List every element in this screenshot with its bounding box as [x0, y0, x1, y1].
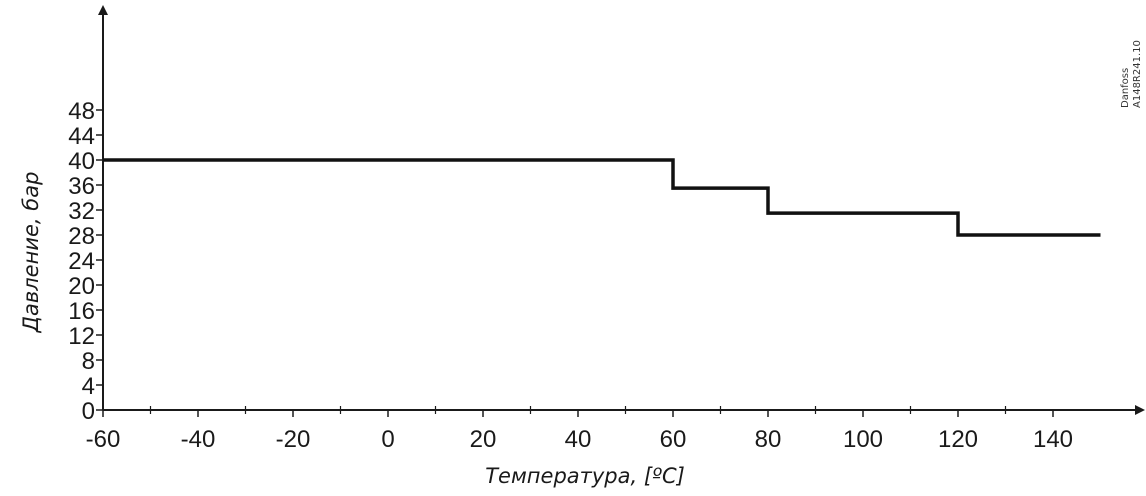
- x-tick-label: 140: [1033, 426, 1073, 453]
- x-tick-label: 60: [660, 426, 687, 453]
- y-tick-label: 32: [68, 198, 95, 225]
- y-tick-label: 8: [82, 348, 95, 375]
- y-tick-label: 4: [82, 373, 95, 400]
- y-axis-title: Давление, бар: [19, 172, 43, 334]
- x-tick-label: 100: [843, 426, 883, 453]
- y-tick-label: 44: [68, 123, 95, 150]
- axes: [98, 5, 1145, 415]
- x-tick-label: 120: [938, 426, 978, 453]
- x-tick-label: 0: [381, 426, 394, 453]
- x-tick-label: -40: [181, 426, 216, 453]
- series-group: [103, 158, 1101, 237]
- y-tick-label: 12: [68, 323, 95, 350]
- y-tick-label: 48: [68, 98, 95, 125]
- x-tick-label: -20: [276, 426, 311, 453]
- watermark-line-1: Danfoss: [1120, 68, 1131, 108]
- y-tick-label: 28: [68, 223, 95, 250]
- y-tick-label: 40: [68, 148, 95, 175]
- x-axis-title: Температура, [ºC]: [485, 464, 685, 488]
- watermark: Danfoss A148R241.10: [1120, 40, 1143, 108]
- y-tick-label: 0: [82, 398, 95, 425]
- x-axis-ticks: -60 -40 -20 0 20 40 60 80 100 120 140: [86, 406, 1073, 453]
- x-tick-label: 80: [755, 426, 782, 453]
- x-tick-label: 20: [470, 426, 497, 453]
- x-tick-label: 40: [565, 426, 592, 453]
- series-line: [103, 158, 1101, 237]
- y-tick-label: 20: [68, 273, 95, 300]
- watermark-line-2: A148R241.10: [1132, 40, 1143, 108]
- x-tick-label: -60: [86, 426, 121, 453]
- y-tick-label: 16: [68, 298, 95, 325]
- y-tick-label: 36: [68, 173, 95, 200]
- y-tick-label: 24: [68, 248, 95, 275]
